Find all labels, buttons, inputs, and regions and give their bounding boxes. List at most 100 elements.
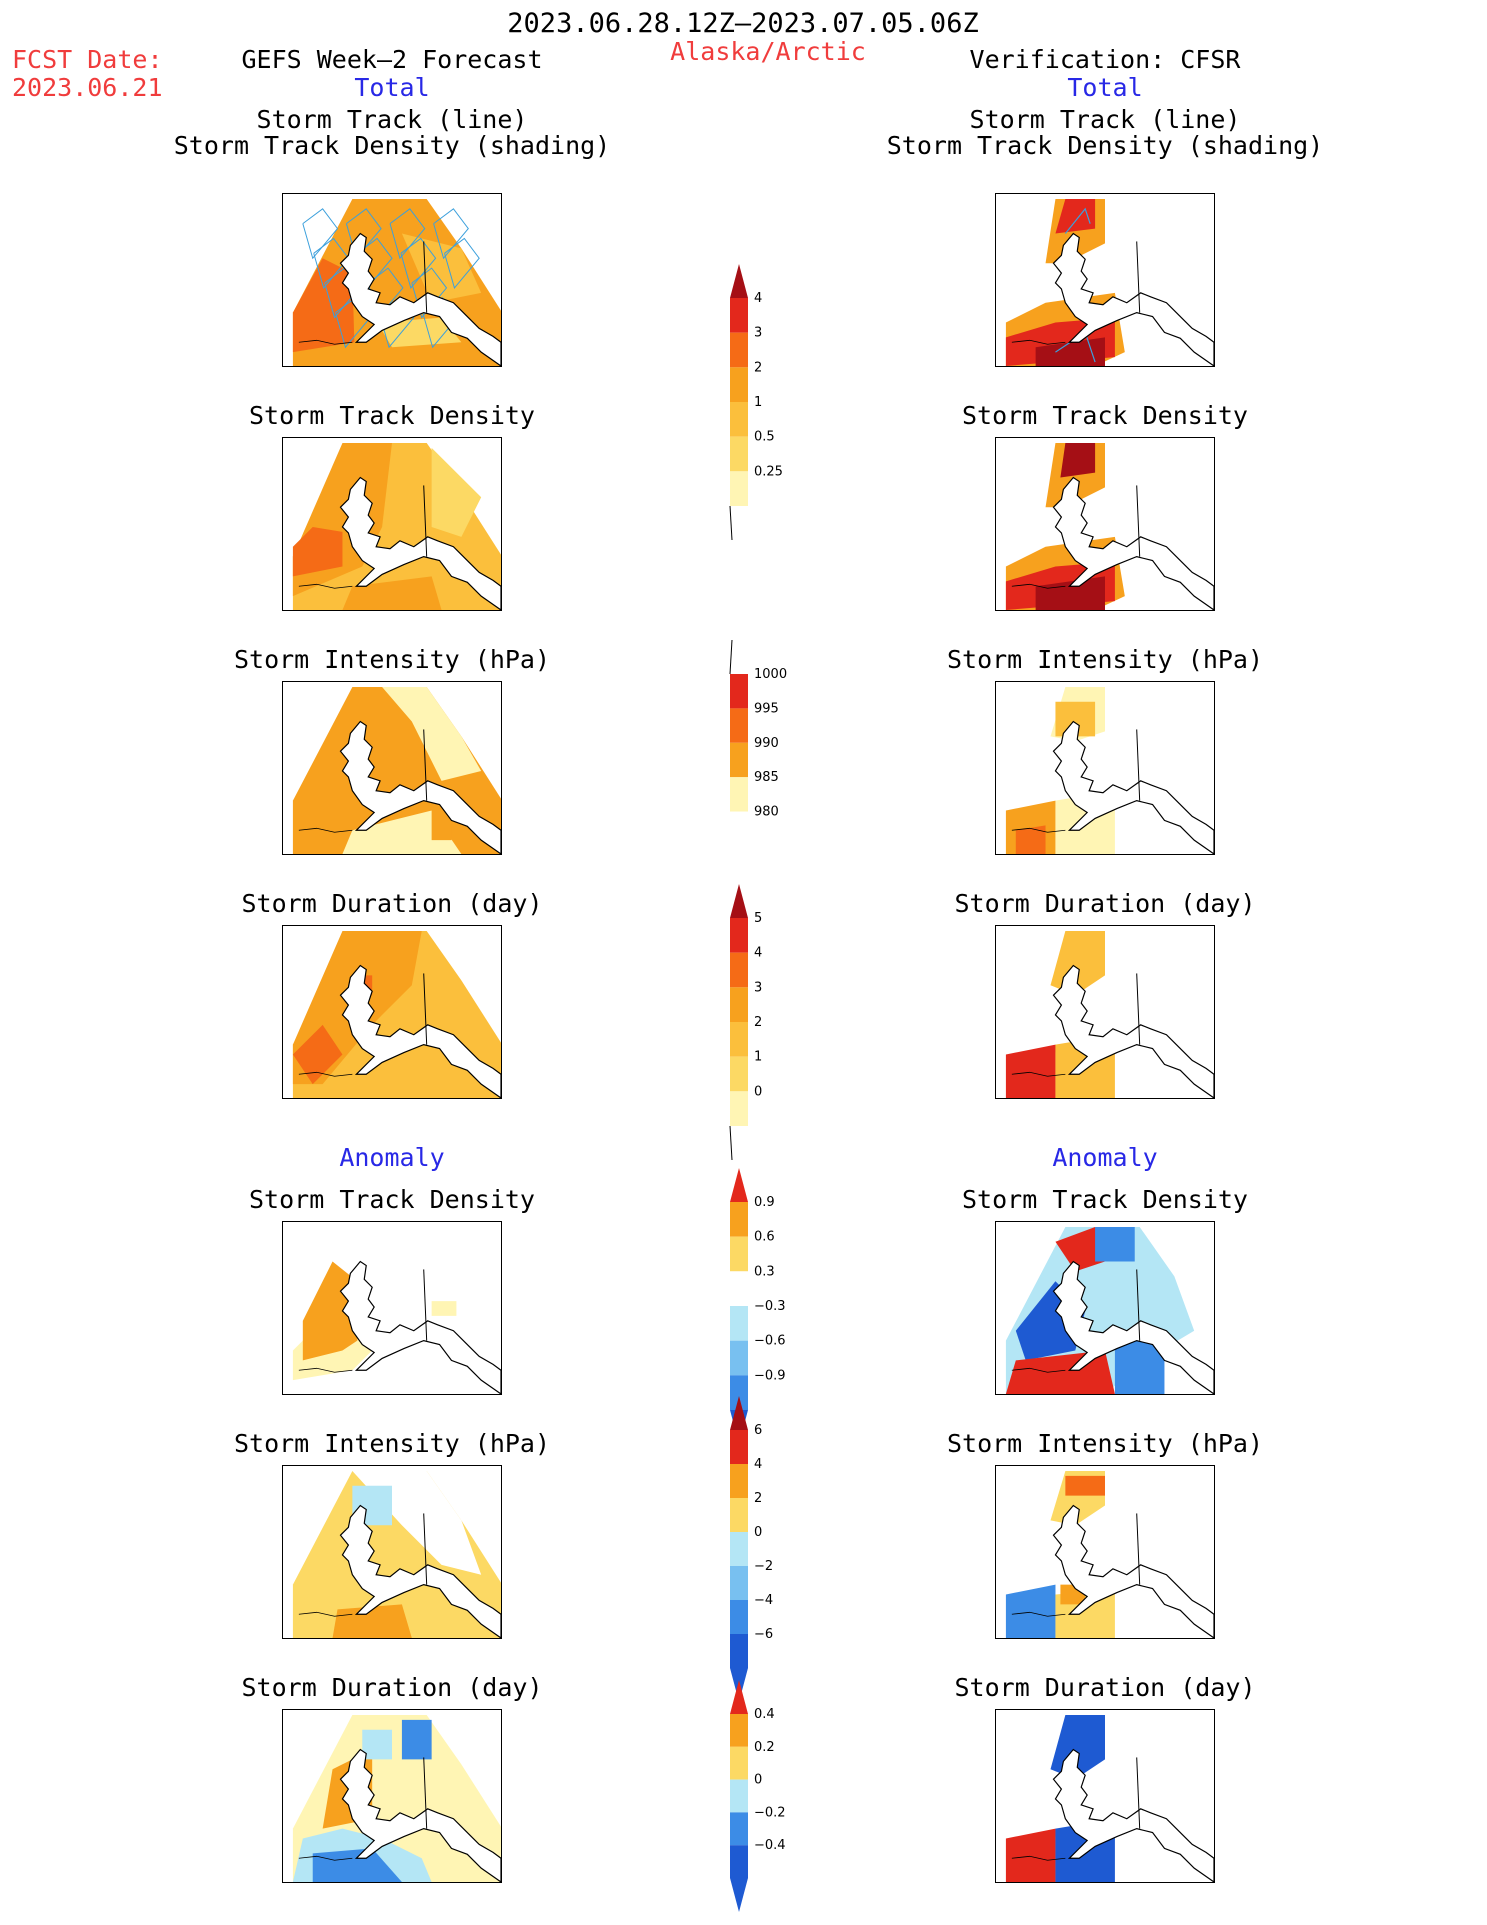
storm-track-line [400, 237, 437, 289]
storm-track-line [302, 208, 339, 260]
colorbar-tick-label: 5 [754, 911, 762, 926]
title-anom-duration-right: Storm Duration (day) [954, 1673, 1256, 1702]
shaded-region [312, 1848, 402, 1882]
colorbar-segment [730, 1271, 748, 1306]
colorbar-tick-label: 980 [754, 805, 779, 820]
fcst-date-label: FCST Date: [12, 45, 163, 74]
aleutian-islands [1011, 1367, 1066, 1373]
aleutian-islands [298, 1071, 353, 1077]
colorbar-segment [730, 1091, 748, 1126]
colorbar-anomaly-intensity: 6 4 2 0 −2 −4 −6 [722, 1396, 802, 1702]
colorbar-segment [730, 1634, 748, 1668]
colorbar-segment [730, 1812, 748, 1846]
colorbar-tick-label: 2 [754, 1015, 762, 1030]
colorbar-tick-label: 990 [754, 736, 779, 751]
title-duration-right: Storm Duration (day) [954, 889, 1256, 918]
alaska-coastline [339, 964, 501, 1098]
total-label-left: Total [354, 73, 430, 102]
forecast-period: 2023.06.28.12Z–2023.07.05.06Z [507, 8, 979, 39]
canada-border [1136, 1269, 1141, 1341]
colorbar-tick-label: −0.9 [754, 1368, 786, 1383]
colorbar-arrow-top [730, 1396, 748, 1430]
colorbar-segment [730, 1845, 748, 1878]
colorbar-tick-label: −4 [754, 1593, 773, 1608]
colorbar-segment [730, 1600, 748, 1634]
shaded-region [302, 1261, 358, 1361]
aleutian-islands [298, 827, 353, 833]
title-anom-duration-left: Storm Duration (day) [241, 1673, 543, 1702]
colorbar-end-bottom [729, 505, 733, 541]
aleutian-islands [1011, 1071, 1066, 1077]
colorbar-total-density: 4 3 2 1 0.5 0.25 [722, 264, 802, 541]
title-density-right: Storm Track Density [962, 401, 1248, 430]
map-fcst-duration [282, 925, 502, 1099]
shaded-region [292, 1024, 343, 1085]
shaded-region [401, 1719, 432, 1760]
title-track-line-right: Storm Track (line) [969, 105, 1241, 134]
colorbar-segment [730, 918, 748, 953]
colorbar-svg: 1000 995 990 985 980 [729, 639, 787, 880]
canada-border [1136, 241, 1141, 313]
storm-track-line [433, 208, 469, 260]
shaded-region [1055, 1226, 1105, 1272]
map-cfsr-anom-intensity [995, 1465, 1215, 1639]
verification-title: Verification: CFSR [969, 45, 1241, 74]
shaded-region [431, 1301, 457, 1316]
storm-track-line [389, 208, 426, 260]
canada-border [423, 729, 428, 801]
colorbar-svg: 5 4 3 2 1 0 [729, 884, 762, 1161]
canada-border [1136, 1513, 1141, 1585]
colorbar-segment [730, 332, 748, 368]
colorbar-segment [730, 1464, 748, 1498]
colorbar-segment [730, 708, 748, 743]
fcst-date: 2023.06.21 [12, 73, 163, 102]
shaded-region [1005, 1044, 1056, 1098]
shaded-region [1055, 701, 1096, 737]
title-track-shading-left: Storm Track Density (shading) [173, 131, 611, 160]
colorbar-anomaly-duration: 0.4 0.2 0 −0.2 −0.4 [722, 1680, 802, 1912]
region-title: Alaska/Arctic [670, 37, 866, 66]
aleutian-islands [298, 1367, 353, 1373]
colorbar-tick-label: 1000 [754, 667, 787, 682]
map-cfsr-duration [995, 925, 1215, 1099]
canada-border [423, 1757, 428, 1829]
colorbar-tick-label: 3 [754, 326, 762, 341]
shaded-region [1065, 1475, 1105, 1496]
title-anom-density-right: Storm Track Density [962, 1185, 1248, 1214]
colorbar-tick-label: −0.2 [754, 1805, 786, 1820]
title-intensity-right: Storm Intensity (hPa) [946, 645, 1264, 674]
shaded-region [342, 810, 462, 854]
shaded-region [431, 447, 482, 537]
colorbar-total-intensity: 1000 995 990 985 980 [722, 639, 802, 880]
title-duration-left: Storm Duration (day) [241, 889, 543, 918]
aleutian-islands [1011, 827, 1066, 833]
title-anom-density-left: Storm Track Density [249, 1185, 535, 1214]
colorbar-tick-label: 0 [754, 1525, 762, 1540]
canada-border [1136, 729, 1141, 801]
map-fcst-density [282, 437, 502, 611]
shaded-region [332, 1604, 412, 1638]
shaded-region [431, 810, 452, 841]
shaded-region [362, 1729, 392, 1760]
aleutian-islands [298, 583, 353, 589]
colorbar-tick-label: 2 [754, 360, 762, 375]
total-label-right: Total [1067, 73, 1143, 102]
colorbar-arrow-top [730, 264, 748, 298]
colorbar-segment [730, 1340, 748, 1376]
alaska-coastline [339, 1748, 501, 1882]
colorbar-tick-label: 0.6 [754, 1230, 775, 1245]
colorbar-end-bottom [729, 1125, 733, 1161]
colorbar-segment [730, 1430, 748, 1464]
canada-border [423, 1269, 428, 1341]
colorbar-tick-label: 0.9 [754, 1195, 775, 1210]
colorbar-segment [730, 1375, 748, 1410]
colorbar-segment [730, 298, 748, 333]
colorbar-arrow-top [730, 1168, 748, 1202]
colorbar-tick-label: 0.3 [754, 1264, 775, 1279]
shaded-region [377, 317, 462, 348]
colorbar-segment [730, 1056, 748, 1092]
alaska-coastline [1052, 232, 1214, 366]
colorbar-segment [730, 777, 748, 812]
canada-border [1136, 485, 1141, 557]
title-track-line-left: Storm Track (line) [256, 105, 528, 134]
